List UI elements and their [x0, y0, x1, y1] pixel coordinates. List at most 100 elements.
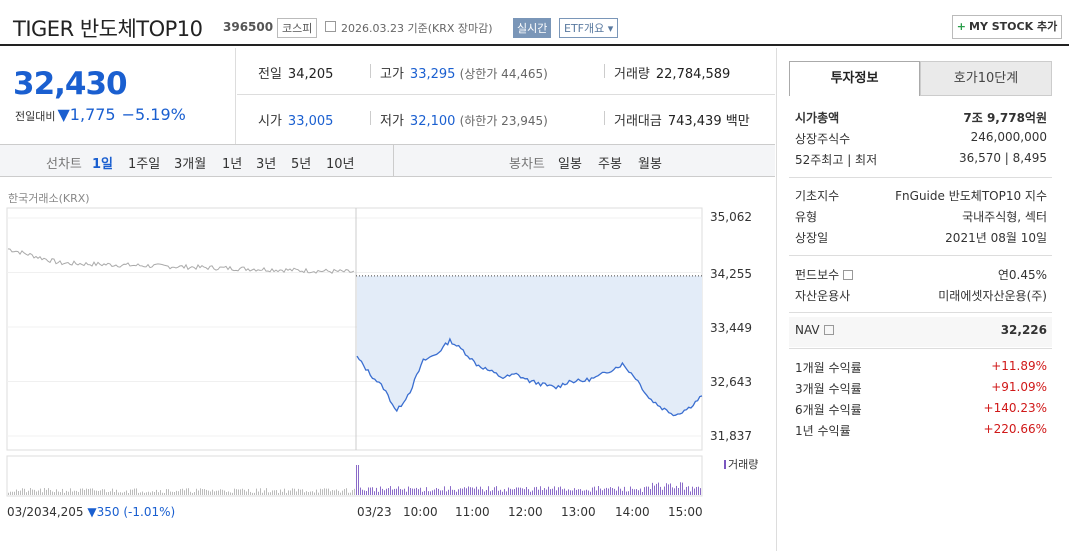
volume-bar [378, 491, 379, 495]
volume-bar [164, 492, 165, 495]
volume-bar [628, 491, 629, 495]
chevron-down-icon: ▾ [607, 22, 614, 35]
help-icon[interactable] [843, 270, 854, 280]
x-tick-label: 12:00 [508, 505, 543, 519]
info-value: 246,000,000 [970, 130, 1047, 144]
volume-bar [604, 488, 605, 495]
base-date: 2026.03.23 기준(KRX 장마감) [341, 22, 493, 35]
volume-bar [594, 486, 595, 495]
amount-unit: 백만 [725, 114, 750, 129]
tab-10years[interactable]: 10년 [326, 157, 355, 172]
volume-bar [70, 488, 71, 495]
volume-bar [52, 491, 53, 495]
amount-label: 거래대금 [614, 114, 662, 129]
investment-info-panel: 투자정보 호가10단계 시가총액 7조 9,778억원 상장주식수 246,000,… [776, 48, 1069, 551]
volume-bar [254, 492, 255, 495]
y-tick-label: 33,449 [710, 321, 752, 335]
volume-value: 22,784,589 [655, 67, 731, 82]
volume-bar [112, 488, 113, 495]
volume-bar [396, 488, 397, 495]
volume-bar [528, 489, 529, 495]
volume-bar [658, 482, 659, 495]
volume-bar [192, 492, 193, 495]
volume-bar [232, 492, 233, 495]
volume-bar [288, 490, 289, 495]
volume-bar [372, 487, 373, 495]
tab-1day[interactable]: 1일 [92, 157, 114, 172]
volume-bar [524, 489, 525, 495]
volume-bar [500, 489, 501, 495]
volume-bar [690, 491, 691, 495]
info-value: FnGuide 반도체TOP10 지수 [895, 189, 1047, 203]
volume-bar [668, 484, 669, 495]
volume-bar [140, 492, 141, 495]
volume-bar [182, 488, 183, 495]
volume-bar [436, 487, 437, 495]
volume-bar [276, 490, 277, 495]
volume-bar [510, 488, 511, 495]
tab-1week[interactable]: 1주일 [128, 157, 161, 172]
volume-bar [130, 489, 131, 495]
volume-bar [402, 489, 403, 495]
volume-bar [46, 489, 47, 495]
tab-1year[interactable]: 1년 [222, 157, 243, 172]
volume-bar [146, 492, 147, 495]
volume-bar [486, 489, 487, 495]
volume-bar [420, 487, 421, 495]
prev-day-summary: 03/2034,205 ▼350 (-1.01%) [7, 505, 175, 519]
realtime-button[interactable]: 실시간 [513, 18, 552, 38]
volume-bar [342, 490, 343, 495]
add-mystock-button[interactable]: + MY STOCK 추가 [952, 15, 1062, 39]
tab-monthly-candle[interactable]: 월봉 [638, 157, 662, 172]
tab-order-book[interactable]: 호가10단계 [920, 61, 1052, 96]
tab-daily-candle[interactable]: 일봉 [558, 157, 582, 172]
prev-day-line [7, 248, 355, 274]
volume-legend: 거래량 [724, 456, 758, 472]
market-cap-group: 시가총액 7조 9,778억원 상장주식수 246,000,000 52주최고 | … [795, 106, 1047, 169]
volume-bar [650, 489, 651, 495]
volume-bar [106, 492, 107, 495]
volume-legend-label: 거래량 [728, 458, 759, 471]
tab-5years[interactable]: 5년 [291, 157, 312, 172]
volume-bar [572, 490, 573, 495]
volume-bar [632, 488, 633, 495]
volume-bar [374, 491, 375, 495]
volume-bar [190, 491, 191, 495]
volume-bar [94, 490, 95, 495]
volume-bar [12, 491, 13, 495]
info-key: 자산운용사 [795, 289, 851, 303]
volume-bar [248, 488, 249, 495]
volume-bar [676, 485, 677, 495]
tab-3years[interactable]: 3년 [256, 157, 277, 172]
volume-bar [314, 492, 315, 495]
etf-overview-dropdown[interactable]: ETF개요 ▾ [559, 18, 619, 38]
volume-bar [532, 490, 533, 495]
tab-investment-info[interactable]: 투자정보 [789, 61, 920, 96]
return-value: +91.09% [991, 380, 1047, 394]
volume-bar [368, 487, 369, 495]
volume-bar [308, 492, 309, 495]
volume-bar [230, 492, 231, 495]
volume-bar [394, 488, 395, 495]
volume-bar [694, 488, 695, 495]
volume-bar [200, 488, 201, 495]
volume-bar [244, 489, 245, 495]
volume-bar [332, 490, 333, 495]
volume-bar [26, 492, 27, 495]
info-value: 국내주식형, 섹터 [962, 210, 1047, 224]
volume-bar [546, 489, 547, 495]
volume-bar [238, 489, 239, 495]
tab-3months[interactable]: 3개월 [174, 157, 207, 172]
info-tabs: 투자정보 호가10단계 [789, 61, 1052, 96]
help-icon[interactable] [823, 325, 834, 335]
volume-bar [180, 489, 181, 495]
volume-bar [206, 489, 207, 495]
volume-bar [670, 483, 671, 495]
volume-bar [606, 487, 607, 495]
volume-bar [408, 486, 409, 495]
y-tick-label: 32,643 [710, 375, 752, 389]
volume-bar [662, 489, 663, 495]
prev-day-change: ▼350 (-1.01%) [87, 505, 176, 519]
tab-weekly-candle[interactable]: 주봉 [598, 157, 622, 172]
volume-bar [700, 488, 701, 495]
